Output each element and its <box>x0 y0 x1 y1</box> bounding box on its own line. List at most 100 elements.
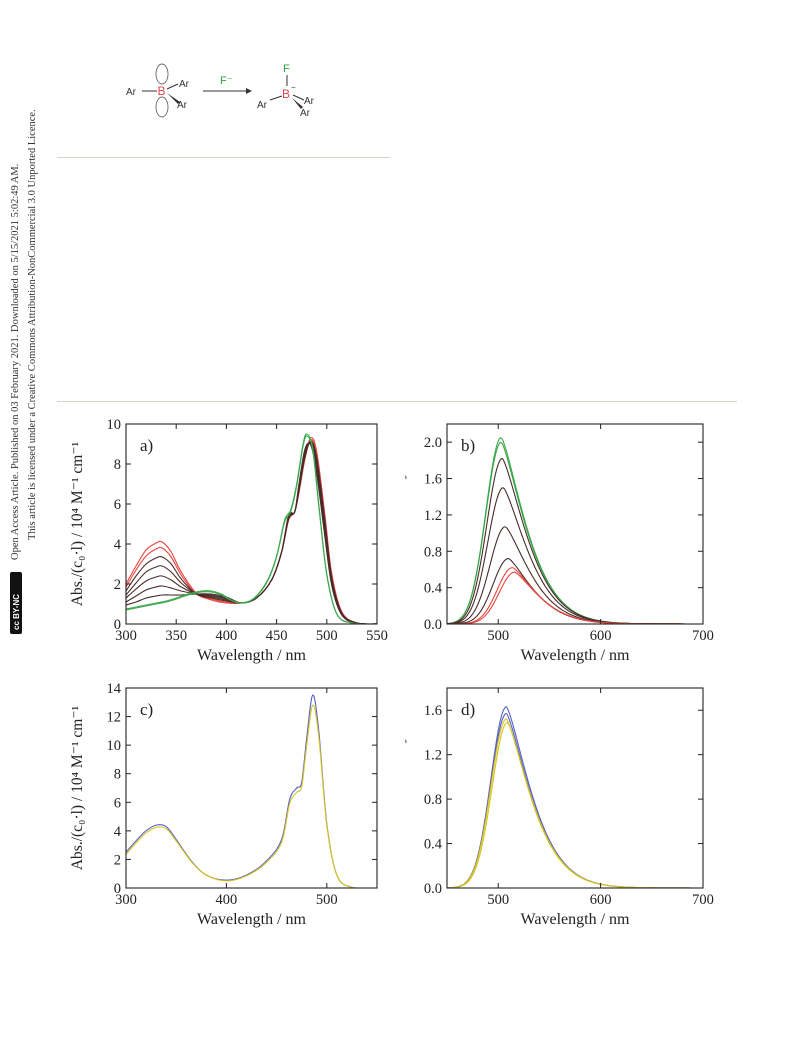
y-tick-label: 4 <box>114 824 122 840</box>
y-tick-label: 1.6 <box>424 472 442 488</box>
y-tick-label: 0.0 <box>424 617 442 633</box>
x-tick-label: 500 <box>487 892 509 908</box>
aryl-label: Ar <box>304 96 315 107</box>
bond-upper <box>166 83 179 90</box>
wedge-bond <box>292 98 303 109</box>
y-tick-label: 6 <box>114 795 121 811</box>
aryl-label: Ar <box>126 87 137 98</box>
y-tick-label: 8 <box>114 767 121 783</box>
open-access-line: Open Access Article. Published on 03 Feb… <box>10 163 21 560</box>
x-tick-label: 300 <box>115 892 137 908</box>
y-tick-label: 1.2 <box>424 748 442 764</box>
cc-license-badge-text: cc BY-NC <box>12 593 21 630</box>
plot-frame <box>125 687 378 889</box>
reaction-scheme: B Ar Ar Ar F⁻ F B − Ar Ar Ar <box>126 63 315 119</box>
fluorine-atom: F <box>283 63 290 75</box>
panel-label: d) <box>461 700 475 719</box>
x-tick-label: 300 <box>115 628 137 644</box>
y-tick-label: 0 <box>114 617 121 633</box>
y-tick-label: 4 <box>114 537 122 553</box>
bond-left <box>269 95 283 101</box>
y-tick-label: 2.0 <box>424 435 442 451</box>
x-tick-label: 500 <box>316 892 338 908</box>
x-tick-label: 350 <box>165 628 187 644</box>
series-line-dark <box>126 442 377 624</box>
x-axis-label: Wavelength / nm <box>197 911 306 928</box>
x-axis-label: Wavelength / nm <box>521 647 630 664</box>
y-tick-label: 2 <box>114 852 121 868</box>
license-link[interactable]: This article is licensed under a Creativ… <box>27 109 38 540</box>
series-line-dark <box>126 442 377 624</box>
series-line-blue <box>126 694 377 888</box>
y-tick-label: 1.2 <box>424 508 442 524</box>
y-tick-label: 8 <box>114 457 121 473</box>
x-tick-label: 600 <box>590 892 612 908</box>
boron-atom-right: B <box>282 87 290 101</box>
y-tick-label: 0.0 <box>424 881 442 897</box>
y-axis-label: Fluorescence Intensity / a.u. <box>405 437 407 611</box>
panel-label: a) <box>140 436 153 455</box>
series-group <box>447 437 703 624</box>
wedge-bond <box>167 93 180 104</box>
bond-upper <box>292 94 305 101</box>
x-tick-label: 450 <box>266 628 288 644</box>
x-axis-label: Wavelength / nm <box>197 647 306 664</box>
p-orbital-lower-lobe <box>155 96 169 118</box>
aryl-label: Ar <box>177 100 188 111</box>
plot-frame <box>446 687 704 889</box>
aryl-label: Ar <box>257 100 268 111</box>
y-tick-label: 12 <box>107 710 122 726</box>
arrow-head <box>246 88 252 94</box>
series-group <box>447 706 703 888</box>
y-tick-label: 14 <box>107 681 122 697</box>
series-line-yellow <box>447 722 703 888</box>
x-tick-label: 500 <box>316 628 338 644</box>
y-tick-label: 0.4 <box>424 837 443 853</box>
plot-frame <box>125 423 378 625</box>
series-line-dark <box>447 526 703 624</box>
y-axis-label: Fluorescence Intensity / a.u. <box>405 701 407 875</box>
y-tick-label: 0.8 <box>424 792 442 808</box>
scheme-divider <box>57 157 390 158</box>
y-tick-label: 0 <box>114 881 121 897</box>
chart-panel-a: 300 350 400 450 500 550 0 2 4 6 8 10 Wavelength / nm… <box>69 417 388 664</box>
y-tick-label: 10 <box>107 738 122 754</box>
y-tick-label: 0.4 <box>424 581 443 597</box>
x-tick-label: 550 <box>366 628 388 644</box>
y-tick-label: 6 <box>114 497 121 513</box>
series-line-green <box>126 435 377 624</box>
panel-label: c) <box>140 700 153 719</box>
y-tick-label: 10 <box>107 417 122 433</box>
series-group <box>126 694 377 888</box>
series-line-yellow <box>447 718 703 888</box>
x-tick-label: 400 <box>216 892 238 908</box>
aryl-label: Ar <box>179 79 190 90</box>
series-line-green <box>126 433 377 624</box>
chart-panel-b: 500 600 700 0.0 0.4 0.8 1.2 1.6 2.0 Wavelength / … <box>405 423 714 664</box>
y-axis-label: Abs./(c₀·l) / 10⁴ M⁻¹ cm⁻¹ <box>69 705 86 870</box>
series-line-red <box>126 437 377 624</box>
boron-atom-left: B <box>158 84 166 98</box>
x-tick-label: 500 <box>487 628 509 644</box>
x-tick-label: 700 <box>692 628 714 644</box>
aryl-label: Ar <box>300 108 311 119</box>
series-line-dark <box>126 440 377 624</box>
cc-license-badge[interactable]: cc BY-NC <box>10 572 22 634</box>
x-axis-label: Wavelength / nm <box>521 911 630 928</box>
x-tick-label: 600 <box>590 628 612 644</box>
series-line-yellow <box>126 704 377 888</box>
plot-frame <box>446 423 704 625</box>
negative-charge: − <box>291 83 296 92</box>
series-line-red <box>126 439 377 624</box>
chart-panel-c: 300 400 500 0 2 4 6 8 10 12 14 Wavelength / nm Abs./… <box>69 681 378 928</box>
chart-panel-d: 500 600 700 0.0 0.4 0.8 1.2 1.6 Wavelength / nm F… <box>405 687 714 928</box>
x-tick-label: 400 <box>216 628 238 644</box>
fluoride-reagent: F⁻ <box>220 75 233 87</box>
series-line-dark <box>447 457 703 624</box>
p-orbital-upper-lobe <box>155 63 169 85</box>
series-line-dark <box>126 441 377 624</box>
y-axis-label: Abs./(c₀·l) / 10⁴ M⁻¹ cm⁻¹ <box>69 441 86 606</box>
figure-divider <box>57 401 737 402</box>
series-line-blue <box>447 706 703 888</box>
series-group <box>126 433 377 624</box>
